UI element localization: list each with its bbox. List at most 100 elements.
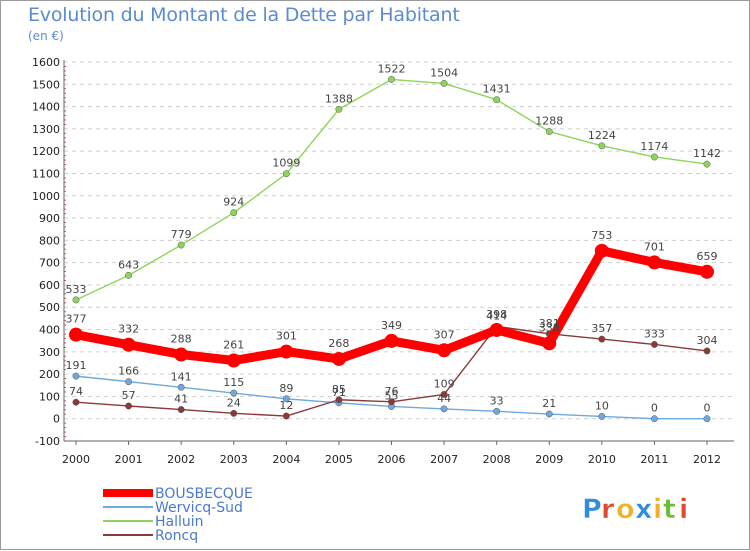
y-tick-label: 400 [39,324,60,337]
data-label-bousbecque: 307 [434,328,455,341]
series-bousbecque [69,243,714,368]
data-label-halluin: 1174 [640,140,668,153]
data-point-halluin [493,96,501,104]
data-point-wervicq-sud [72,372,80,380]
data-label-wervicq-sud: 71 [332,386,346,399]
data-label-wervicq-sud: 141 [171,370,192,383]
data-label-halluin: 924 [223,196,244,209]
data-point-wervicq-sud [282,395,290,403]
data-label-wervicq-sud: 89 [279,382,293,395]
data-label-wervicq-sud: 44 [437,392,451,405]
data-point-bousbecque [279,344,294,359]
logo-letter: x [635,494,652,525]
data-point-roncq [388,398,395,406]
data-label-halluin: 779 [171,228,192,241]
x-tick-label: 2005 [325,453,353,466]
y-tick-label: 800 [39,234,60,247]
y-tick-label: 700 [39,257,60,270]
data-label-bousbecque: 268 [328,337,349,350]
y-tick-label: 500 [39,301,60,314]
data-point-roncq [72,398,80,406]
x-tick-label: 2012 [693,453,721,466]
data-label-roncq: 76 [385,385,399,398]
data-label-bousbecque: 332 [118,323,139,336]
data-label-roncq: 381 [539,317,560,330]
data-label-bousbecque: 338 [539,321,560,334]
data-label-roncq: 357 [591,322,612,335]
logo-letter: i [679,494,688,525]
series-roncq [72,322,711,420]
x-tick-label: 2010 [588,453,616,466]
data-label-halluin: 1288 [535,115,563,128]
data-label-wervicq-sud: 33 [490,394,504,407]
data-point-roncq [650,341,658,348]
x-tick-label: 2006 [378,453,406,466]
data-point-bousbecque [647,255,662,270]
x-tick-label: 2009 [535,453,563,466]
data-label-roncq: 414 [486,309,507,322]
data-label-wervicq-sud: 166 [118,365,139,378]
plot-area [64,62,734,441]
data-label-halluin: 1388 [325,92,353,105]
logo-letter: P [582,494,602,525]
data-label-bousbecque: 398 [486,308,507,321]
data-point-roncq [598,335,606,343]
data-point-halluin [125,271,133,279]
y-tick-label: -100 [35,435,60,448]
x-tick-label: 2004 [272,453,300,466]
series-wervicq-sud [72,372,711,423]
y-tick-label: 1300 [32,123,60,136]
data-point-roncq [282,412,290,420]
x-tick-label: 2001 [115,453,143,466]
data-label-wervicq-sud: 0 [651,402,658,415]
data-point-bousbecque [226,353,241,368]
data-point-wervicq-sud [493,407,501,415]
data-point-roncq [335,396,343,404]
data-point-roncq [125,402,133,410]
data-label-roncq: 12 [279,399,293,412]
data-label-bousbecque: 659 [697,250,718,263]
data-point-halluin [335,105,343,113]
y-tick-label: 1500 [32,78,60,91]
data-label-wervicq-sud: 115 [223,376,244,389]
data-point-roncq [703,347,711,355]
data-point-halluin [440,79,448,87]
series-halluin [72,75,711,304]
data-label-roncq: 74 [69,385,83,398]
data-point-bousbecque [437,343,452,358]
data-point-wervicq-sud [598,413,606,420]
data-label-roncq: 41 [174,393,188,406]
data-label-halluin: 1431 [483,83,511,96]
data-point-bousbecque [174,347,189,362]
chart-subtitle: (en €) [28,29,64,43]
data-label-halluin: 1522 [378,62,406,75]
data-point-wervicq-sud [650,415,658,423]
y-tick-label: 900 [39,212,60,225]
data-label-halluin: 1142 [693,147,721,160]
data-point-bousbecque [700,264,714,279]
y-tick-label: 1000 [32,190,60,203]
data-label-bousbecque: 349 [381,319,402,332]
y-tick-label: 1400 [32,101,60,114]
y-tick-label: 1100 [32,167,60,180]
y-tick-label: 1200 [32,145,60,158]
data-label-halluin: 643 [118,258,139,271]
logo-letter: o [616,494,635,525]
data-point-bousbecque [69,327,83,342]
data-label-wervicq-sud: 21 [542,397,556,410]
x-tick-label: 2002 [167,453,195,466]
data-label-roncq: 109 [434,377,455,390]
y-tick-label: 200 [39,368,60,381]
x-tick-label: 2008 [483,453,511,466]
data-point-bousbecque [489,322,504,337]
data-label-bousbecque: 701 [644,240,665,253]
data-point-wervicq-sud [703,415,711,423]
data-label-roncq: 57 [122,389,136,402]
data-point-wervicq-sud [230,389,238,397]
chart-title: Evolution du Montant de la Dette par Hab… [28,4,460,26]
data-point-halluin [72,296,80,304]
data-label-bousbecque: 753 [591,229,612,242]
